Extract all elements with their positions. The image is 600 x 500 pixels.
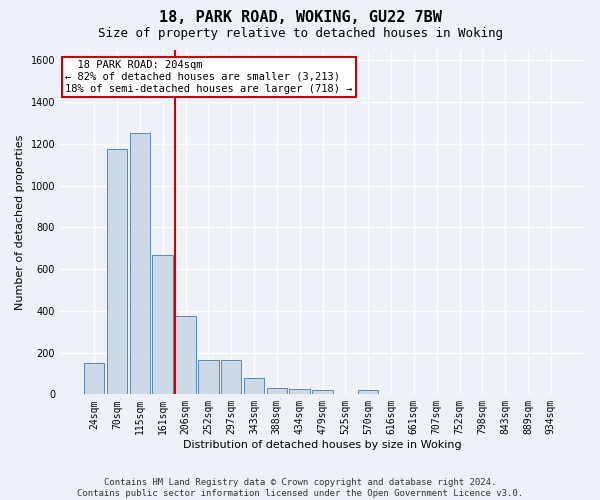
Bar: [358, 390, 379, 394]
Y-axis label: Number of detached properties: Number of detached properties: [15, 134, 25, 310]
Text: 18, PARK ROAD, WOKING, GU22 7BW: 18, PARK ROAD, WOKING, GU22 7BW: [158, 10, 442, 25]
Bar: [221, 360, 241, 394]
X-axis label: Distribution of detached houses by size in Woking: Distribution of detached houses by size …: [183, 440, 462, 450]
Text: 18 PARK ROAD: 204sqm
← 82% of detached houses are smaller (3,213)
18% of semi-de: 18 PARK ROAD: 204sqm ← 82% of detached h…: [65, 60, 353, 94]
Text: Contains HM Land Registry data © Crown copyright and database right 2024.
Contai: Contains HM Land Registry data © Crown c…: [77, 478, 523, 498]
Bar: [312, 390, 333, 394]
Bar: [152, 254, 173, 394]
Text: Size of property relative to detached houses in Woking: Size of property relative to detached ho…: [97, 28, 503, 40]
Bar: [244, 378, 264, 394]
Bar: [289, 389, 310, 394]
Bar: [175, 316, 196, 394]
Bar: [84, 363, 104, 394]
Bar: [130, 134, 150, 394]
Bar: [266, 388, 287, 394]
Bar: [107, 149, 127, 394]
Bar: [198, 360, 218, 394]
